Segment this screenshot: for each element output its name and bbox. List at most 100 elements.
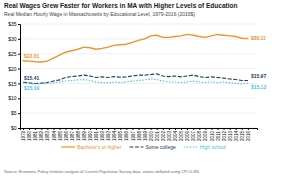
x-tick-label: 2006 [185, 131, 190, 142]
x-tick: 2006 [185, 128, 190, 141]
y-tick-label: $20 [8, 66, 17, 72]
x-tick: 2011 [216, 128, 221, 141]
x-tick-label: 2008 [197, 131, 202, 142]
x-tick-label: 2004 [173, 131, 178, 142]
x-tick-mark [23, 128, 24, 130]
y-tick-label: $15 [8, 81, 17, 87]
legend: Bachelor's or higherSome collegeHigh sch… [61, 144, 226, 150]
x-tick: 1985 [58, 128, 63, 141]
x-tick-label: 2009 [203, 131, 208, 142]
y-tick-label: $5 [11, 110, 17, 116]
grid-line [20, 113, 257, 114]
series-line [23, 74, 248, 84]
x-tick-mark [84, 128, 85, 130]
x-axis-line [21, 129, 258, 131]
value-label: $22.61 [24, 53, 40, 59]
grid-line [20, 83, 257, 84]
y-tick-mark [18, 128, 20, 129]
x-tick-mark [96, 128, 97, 130]
x-tick-label: 1984 [51, 131, 56, 142]
x-tick-label: 1979 [21, 131, 26, 142]
x-tick-mark [175, 128, 176, 130]
x-tick-label: 2007 [191, 131, 196, 142]
x-tick-mark [224, 128, 225, 130]
x-tick-mark [157, 128, 158, 130]
x-tick: 2001 [155, 128, 160, 141]
value-label: $30.11 [251, 35, 266, 41]
y-tick: $30 [8, 36, 20, 42]
x-tick-label: 1998 [137, 131, 142, 142]
x-tick-label: 2014 [234, 131, 239, 142]
y-tick-label: $0 [11, 125, 17, 131]
value-label: $15.41 [24, 75, 40, 81]
y-tick: $25 [8, 51, 20, 57]
x-tick: 2000 [149, 128, 154, 141]
x-tick-mark [218, 128, 219, 130]
x-tick: 1983 [45, 128, 50, 141]
x-tick-mark [35, 128, 36, 130]
x-tick-mark [102, 128, 103, 130]
x-tick: 2007 [191, 128, 196, 141]
y-tick-mark [18, 24, 20, 25]
series-line [23, 79, 248, 84]
x-tick: 2015 [240, 128, 245, 141]
y-tick-label: $35 [8, 21, 17, 27]
y-tick: $0 [11, 125, 20, 131]
x-tick: 1982 [39, 128, 44, 141]
x-tick-label: 2011 [216, 131, 221, 141]
x-tick-label: 1981 [33, 131, 38, 142]
x-tick-mark [78, 128, 79, 130]
x-tick: 1993 [106, 128, 111, 141]
value-label: $15.12 [251, 84, 267, 90]
x-tick-label: 2012 [222, 131, 227, 142]
x-tick-label: 1983 [45, 131, 50, 142]
x-tick-mark [29, 128, 30, 130]
y-tick: $15 [8, 81, 20, 87]
x-tick: 2002 [161, 128, 166, 141]
x-tick-label: 1985 [58, 131, 63, 142]
x-tick-mark [114, 128, 115, 130]
x-tick-label: 1993 [106, 131, 111, 142]
x-tick: 1998 [137, 128, 142, 141]
value-label: $15.19 [24, 85, 40, 91]
y-tick-mark [18, 113, 20, 114]
series-line [23, 34, 248, 62]
x-tick-mark [205, 128, 206, 130]
y-tick-label: $30 [8, 36, 17, 42]
x-tick: 1980 [27, 128, 32, 141]
plot: $0$5$10$15$20$25$30$35197919801981198219… [8, 21, 266, 141]
x-tick-label: 2016 [246, 131, 251, 142]
x-tick-label: 1995 [118, 131, 123, 142]
x-tick: 1995 [118, 128, 123, 141]
x-tick-mark [236, 128, 237, 130]
x-tick-mark [169, 128, 170, 130]
x-tick-mark [41, 128, 42, 130]
y-axis: $0$5$10$15$20$25$30$35 [8, 21, 20, 131]
x-tick: 2005 [179, 128, 184, 141]
y-tick-mark [18, 54, 20, 55]
x-tick-mark [248, 128, 249, 130]
x-tick-mark [90, 128, 91, 130]
x-tick: 1991 [94, 128, 99, 141]
x-tick-mark [199, 128, 200, 130]
x-tick: 1981 [33, 128, 38, 141]
x-tick: 2004 [173, 128, 178, 141]
x-tick-label: 2002 [161, 131, 166, 142]
x-tick-mark [193, 128, 194, 130]
x-tick-mark [120, 128, 121, 130]
source-note: Source: Economic Policy Institute analys… [4, 169, 200, 174]
x-tick: 1997 [130, 128, 135, 141]
x-tick-label: 2015 [240, 131, 245, 142]
x-tick: 2008 [197, 128, 202, 141]
legend-item: Some college [129, 144, 176, 150]
legend-swatch [61, 146, 75, 147]
x-tick-label: 1990 [88, 131, 93, 142]
legend-item: High school [184, 144, 226, 150]
x-tick: 2010 [209, 128, 214, 141]
x-axis: 1979198019811982198319841985198619871988… [21, 128, 258, 141]
x-tick-label: 1987 [70, 131, 75, 142]
x-tick-label: 1982 [39, 131, 44, 142]
x-tick: 2016 [246, 128, 251, 141]
grid-line [20, 53, 257, 54]
x-tick-mark [163, 128, 164, 130]
